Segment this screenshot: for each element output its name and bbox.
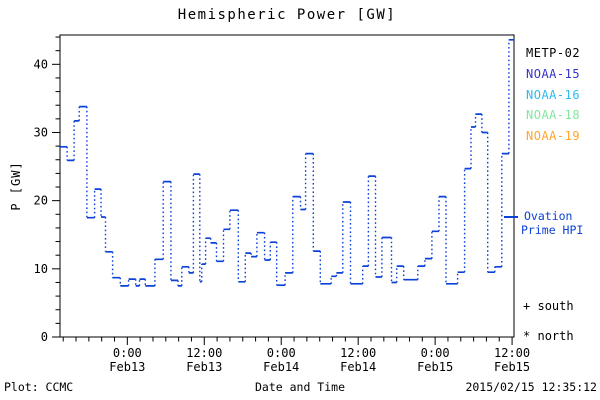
x-tick-date-label: Feb13: [109, 360, 145, 374]
y-axis-ticks: 0 10 20 30 40: [34, 36, 60, 344]
asterisk-marker-icon: *: [523, 329, 531, 343]
x-axis-title: Date and Time: [254, 380, 345, 394]
legend-marker-south: + south: [523, 299, 574, 313]
x-tick-time-label: 0:00: [113, 346, 142, 360]
x-tick-date-label: Feb14: [340, 360, 376, 374]
ovation-line-sample: [504, 216, 518, 218]
x-tick-time-label: 12:00: [186, 346, 222, 360]
x-tick-date-label: Feb15: [494, 360, 530, 374]
y-tick-label: 0: [41, 330, 48, 344]
legend-marker-north: * north: [523, 329, 574, 343]
ovation-label-line1: Ovation: [524, 209, 573, 223]
y-tick-label: 30: [34, 125, 48, 139]
x-tick-date-label: Feb15: [417, 360, 453, 374]
x-tick-time-label: 12:00: [494, 346, 530, 360]
hpi-step-line-vertical-dotted: [66, 39, 510, 286]
y-tick-label: 10: [34, 262, 48, 276]
x-tick-time-label: 12:00: [340, 346, 376, 360]
legend-satellite-noaa16: NOAA-16: [526, 88, 581, 102]
axis-box: [59, 34, 515, 338]
legend-marker-north-label: north: [537, 329, 574, 343]
x-tick-time-label: 0:00: [421, 346, 450, 360]
y-tick-label: 20: [34, 194, 48, 208]
legend-marker-south-label: south: [537, 299, 574, 313]
y-tick-label: 40: [34, 57, 48, 71]
x-tick-date-label: Feb13: [186, 360, 222, 374]
x-axis-ticks: 0:00Feb1312:00Feb130:00Feb1412:00Feb140:…: [62, 337, 530, 374]
legend-satellite-metp02: METP-02: [526, 46, 581, 60]
legend-satellite-noaa15: NOAA-15: [526, 67, 581, 81]
plot-timestamp: 2015/02/15 12:35:12: [465, 380, 597, 394]
legend-satellite-noaa19: NOAA-19: [526, 129, 581, 143]
page-title: Hemispheric Power [GW]: [177, 7, 397, 23]
plus-marker-icon: +: [523, 299, 531, 313]
hpi-step-line-horizontal: [60, 38, 514, 287]
x-tick-time-label: 0:00: [267, 346, 296, 360]
plot-source-label: Plot: CCMC: [4, 380, 74, 394]
ovation-label-line2: Prime HPI: [521, 223, 584, 237]
x-tick-date-label: Feb14: [263, 360, 299, 374]
legend-satellite-noaa18: NOAA-18: [526, 108, 581, 122]
